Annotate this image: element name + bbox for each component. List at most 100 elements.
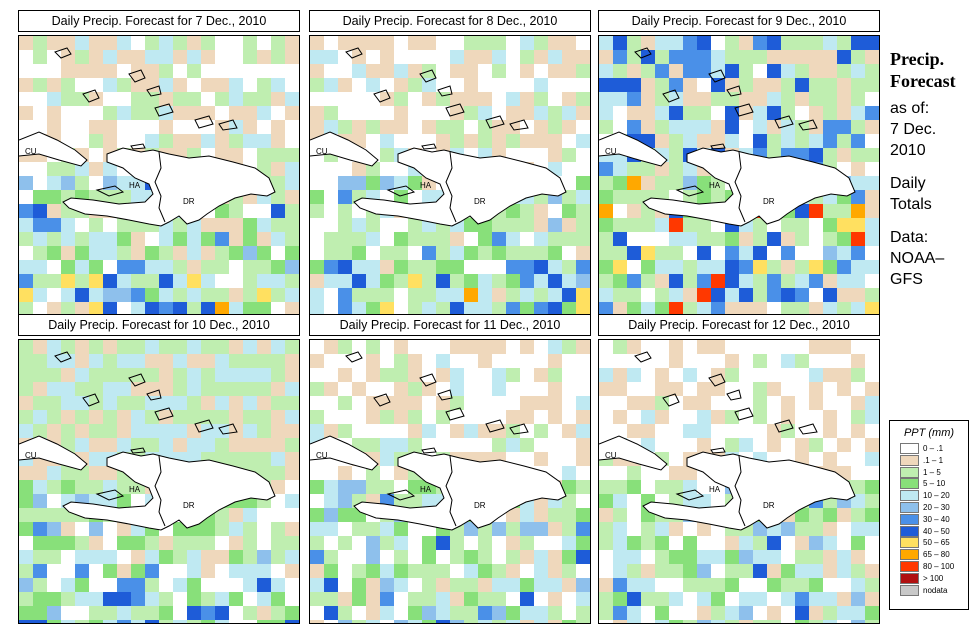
precip-cell xyxy=(229,592,243,606)
precip-cell xyxy=(851,218,865,232)
precip-cell xyxy=(47,396,61,410)
precip-cell xyxy=(697,592,711,606)
precip-cell xyxy=(103,410,117,424)
precip-cell xyxy=(641,424,655,438)
precip-cell xyxy=(117,106,131,120)
precip-cell xyxy=(271,592,285,606)
precip-cell xyxy=(683,50,697,64)
data-source: GFS xyxy=(890,271,923,288)
precip-cell xyxy=(380,120,394,134)
precip-cell xyxy=(103,288,117,302)
precip-cell xyxy=(257,424,271,438)
precip-cell xyxy=(271,50,285,64)
precip-cell xyxy=(19,218,33,232)
precip-cell xyxy=(159,134,173,148)
precip-cell xyxy=(837,204,851,218)
precip-cell xyxy=(271,78,285,92)
precip-cell xyxy=(599,288,613,302)
precip-cell xyxy=(394,592,408,606)
precip-cell xyxy=(599,578,613,592)
precip-cell xyxy=(520,368,534,382)
legend-entry: 10 – 20 xyxy=(890,490,968,502)
precip-cell xyxy=(548,396,562,410)
precip-cell xyxy=(795,50,809,64)
precip-cell xyxy=(380,302,394,316)
precip-cell xyxy=(865,494,879,508)
legend-swatch xyxy=(900,549,919,561)
precip-cell xyxy=(229,288,243,302)
precip-cell xyxy=(131,340,145,354)
precip-cell xyxy=(450,382,464,396)
precip-cell xyxy=(669,176,683,190)
precip-cell xyxy=(187,274,201,288)
precip-cell xyxy=(285,260,299,274)
precip-cell xyxy=(725,260,739,274)
precip-cell xyxy=(324,466,338,480)
precip-cell xyxy=(520,204,534,218)
precip-cell xyxy=(478,302,492,316)
precip-cell xyxy=(145,246,159,260)
precip-cell xyxy=(408,522,422,536)
precip-cell xyxy=(534,92,548,106)
precip-cell xyxy=(562,550,576,564)
precip-cell xyxy=(187,564,201,578)
precip-cell xyxy=(187,288,201,302)
precip-cell xyxy=(352,106,366,120)
precip-cell xyxy=(310,606,324,620)
precip-cell xyxy=(753,522,767,536)
precip-cell xyxy=(837,340,851,354)
precip-cell xyxy=(837,36,851,50)
precip-cell xyxy=(627,424,641,438)
precip-cell xyxy=(655,410,669,424)
precip-cell xyxy=(641,340,655,354)
precip-cell xyxy=(599,218,613,232)
precip-cell xyxy=(338,508,352,522)
precip-cell xyxy=(145,232,159,246)
precip-cell xyxy=(613,536,627,550)
precip-cell xyxy=(576,522,590,536)
precip-cell xyxy=(145,274,159,288)
precip-cell xyxy=(310,368,324,382)
precip-cell xyxy=(159,92,173,106)
precip-cell xyxy=(534,204,548,218)
precip-cell xyxy=(33,592,47,606)
precip-cell xyxy=(187,50,201,64)
precip-cell xyxy=(753,340,767,354)
precip-cell xyxy=(795,424,809,438)
precip-cell xyxy=(464,424,478,438)
precip-cell xyxy=(285,246,299,260)
precip-cell xyxy=(697,550,711,564)
bahamas-island xyxy=(774,115,794,129)
precip-cell xyxy=(271,288,285,302)
precip-cell xyxy=(851,204,865,218)
precip-cell xyxy=(534,620,548,623)
precip-cell xyxy=(394,134,408,148)
precip-cell xyxy=(823,302,837,316)
precip-cell xyxy=(641,564,655,578)
precip-cell xyxy=(739,410,753,424)
precip-cell xyxy=(548,64,562,78)
precip-cell xyxy=(271,176,285,190)
precip-cell xyxy=(47,522,61,536)
precip-cell xyxy=(781,288,795,302)
precip-cell xyxy=(641,302,655,316)
precip-cell xyxy=(61,302,75,316)
precip-cell xyxy=(243,438,257,452)
precip-cell xyxy=(159,424,173,438)
precip-cell xyxy=(89,620,103,623)
precip-cell xyxy=(627,232,641,246)
precip-cell xyxy=(89,592,103,606)
precip-cell xyxy=(548,204,562,218)
precip-cell xyxy=(436,78,450,92)
precip-cell xyxy=(655,288,669,302)
precip-cell xyxy=(464,50,478,64)
precip-cell xyxy=(201,92,215,106)
precip-cell xyxy=(47,620,61,623)
precip-cell xyxy=(562,578,576,592)
precip-cell xyxy=(683,466,697,480)
precip-cell xyxy=(19,522,33,536)
precip-cell xyxy=(613,218,627,232)
precip-cell xyxy=(683,260,697,274)
tortuga-island xyxy=(421,447,437,454)
precip-cell xyxy=(103,64,117,78)
